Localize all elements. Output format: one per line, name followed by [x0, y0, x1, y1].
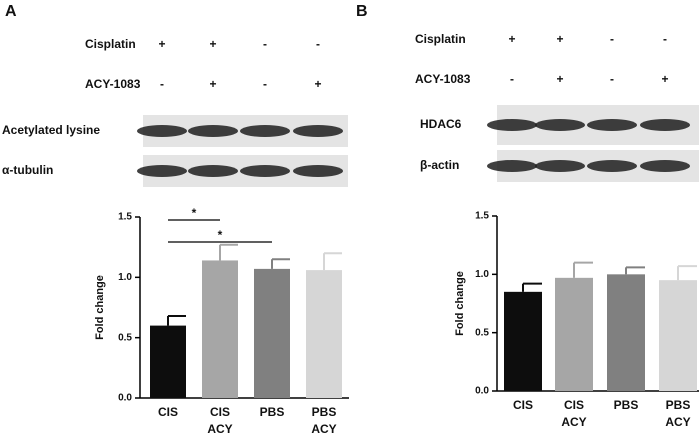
- blot-band: [587, 119, 637, 131]
- x-tick-label: PBS ACY: [665, 398, 690, 429]
- treatment-sign: -: [663, 32, 667, 46]
- y-tick-label: 0.5: [475, 327, 489, 338]
- bar: [306, 270, 342, 398]
- treatment-sign: +: [556, 32, 563, 46]
- x-tick-label-line: PBS: [666, 398, 691, 412]
- x-tick-label-line: ACY: [561, 415, 586, 429]
- treatment-label: Cisplatin: [415, 32, 466, 46]
- treatment-sign: -: [610, 72, 614, 86]
- x-tick-label-line: ACY: [311, 422, 336, 436]
- x-tick-label: PBS ACY: [311, 405, 336, 436]
- treatment-sign: -: [510, 72, 514, 86]
- x-tick-label-line: CIS: [210, 405, 230, 419]
- treatment-sign: +: [158, 37, 165, 51]
- panel-letter: B: [356, 3, 368, 20]
- treatment-sign: +: [508, 32, 515, 46]
- blot-band: [240, 125, 290, 137]
- treatment-sign: -: [160, 77, 164, 91]
- x-tick-label: PBS: [260, 405, 285, 419]
- blot-band: [640, 160, 690, 172]
- blot-band: [293, 165, 343, 177]
- blot-label: Acetylated lysine: [2, 123, 100, 137]
- bar: [254, 268, 290, 398]
- x-tick-label: CIS: [158, 405, 178, 419]
- panel-letter: A: [5, 3, 17, 20]
- x-tick-label-line: ACY: [207, 422, 232, 436]
- x-tick-label: PBS: [614, 398, 639, 412]
- blot-band: [137, 165, 187, 177]
- y-tick-label: 0.0: [118, 393, 132, 404]
- bar: [150, 325, 186, 398]
- blot-band: [188, 165, 238, 177]
- blot-band: [240, 165, 290, 177]
- x-tick-label: CIS ACY: [207, 405, 232, 436]
- x-tick-label: CIS: [513, 398, 533, 412]
- treatment-label: ACY-1083: [415, 72, 471, 86]
- treatment-label: ACY-1083: [85, 77, 141, 91]
- y-tick-label: 1.5: [475, 211, 489, 222]
- x-tick-label-line: PBS: [614, 398, 639, 412]
- y-tick-label: 1.5: [118, 212, 132, 223]
- treatment-label: Cisplatin: [85, 37, 136, 51]
- blot-band: [535, 160, 585, 172]
- y-tick-label: 1.0: [118, 272, 132, 283]
- blot-band: [293, 125, 343, 137]
- blot-band: [487, 160, 537, 172]
- x-tick-label-line: CIS: [158, 405, 178, 419]
- bar: [504, 291, 542, 391]
- x-tick-label-line: CIS: [564, 398, 584, 412]
- treatment-sign: +: [556, 72, 563, 86]
- y-axis-title: Fold change: [94, 275, 106, 340]
- treatment-sign: +: [314, 77, 321, 91]
- blot-label: HDAC6: [420, 117, 462, 131]
- y-axis-title: Fold change: [454, 271, 466, 336]
- blot-band: [535, 119, 585, 131]
- significance-label: *: [218, 228, 223, 242]
- significance-label: *: [192, 206, 197, 220]
- bar: [607, 274, 645, 391]
- x-tick-label-line: PBS: [312, 405, 337, 419]
- treatment-sign: -: [316, 37, 320, 51]
- x-tick-label: CIS ACY: [561, 398, 586, 429]
- treatment-sign: +: [209, 37, 216, 51]
- blot-band: [487, 119, 537, 131]
- treatment-sign: +: [661, 72, 668, 86]
- blot-band: [587, 160, 637, 172]
- treatment-sign: -: [263, 77, 267, 91]
- blot-label: α-tubulin: [2, 163, 53, 177]
- y-tick-label: 0.0: [475, 386, 489, 397]
- x-tick-label-line: CIS: [513, 398, 533, 412]
- treatment-sign: +: [209, 77, 216, 91]
- y-tick-label: 0.5: [118, 332, 132, 343]
- blot-band: [137, 125, 187, 137]
- bar: [555, 277, 593, 391]
- blot-label: β-actin: [420, 158, 459, 172]
- x-tick-label-line: PBS: [260, 405, 285, 419]
- y-tick-label: 1.0: [475, 269, 489, 280]
- treatment-sign: -: [263, 37, 267, 51]
- blot-band: [640, 119, 690, 131]
- x-tick-label-line: ACY: [665, 415, 690, 429]
- bar: [659, 280, 697, 391]
- blot-band: [188, 125, 238, 137]
- bar: [202, 260, 238, 398]
- treatment-sign: -: [610, 32, 614, 46]
